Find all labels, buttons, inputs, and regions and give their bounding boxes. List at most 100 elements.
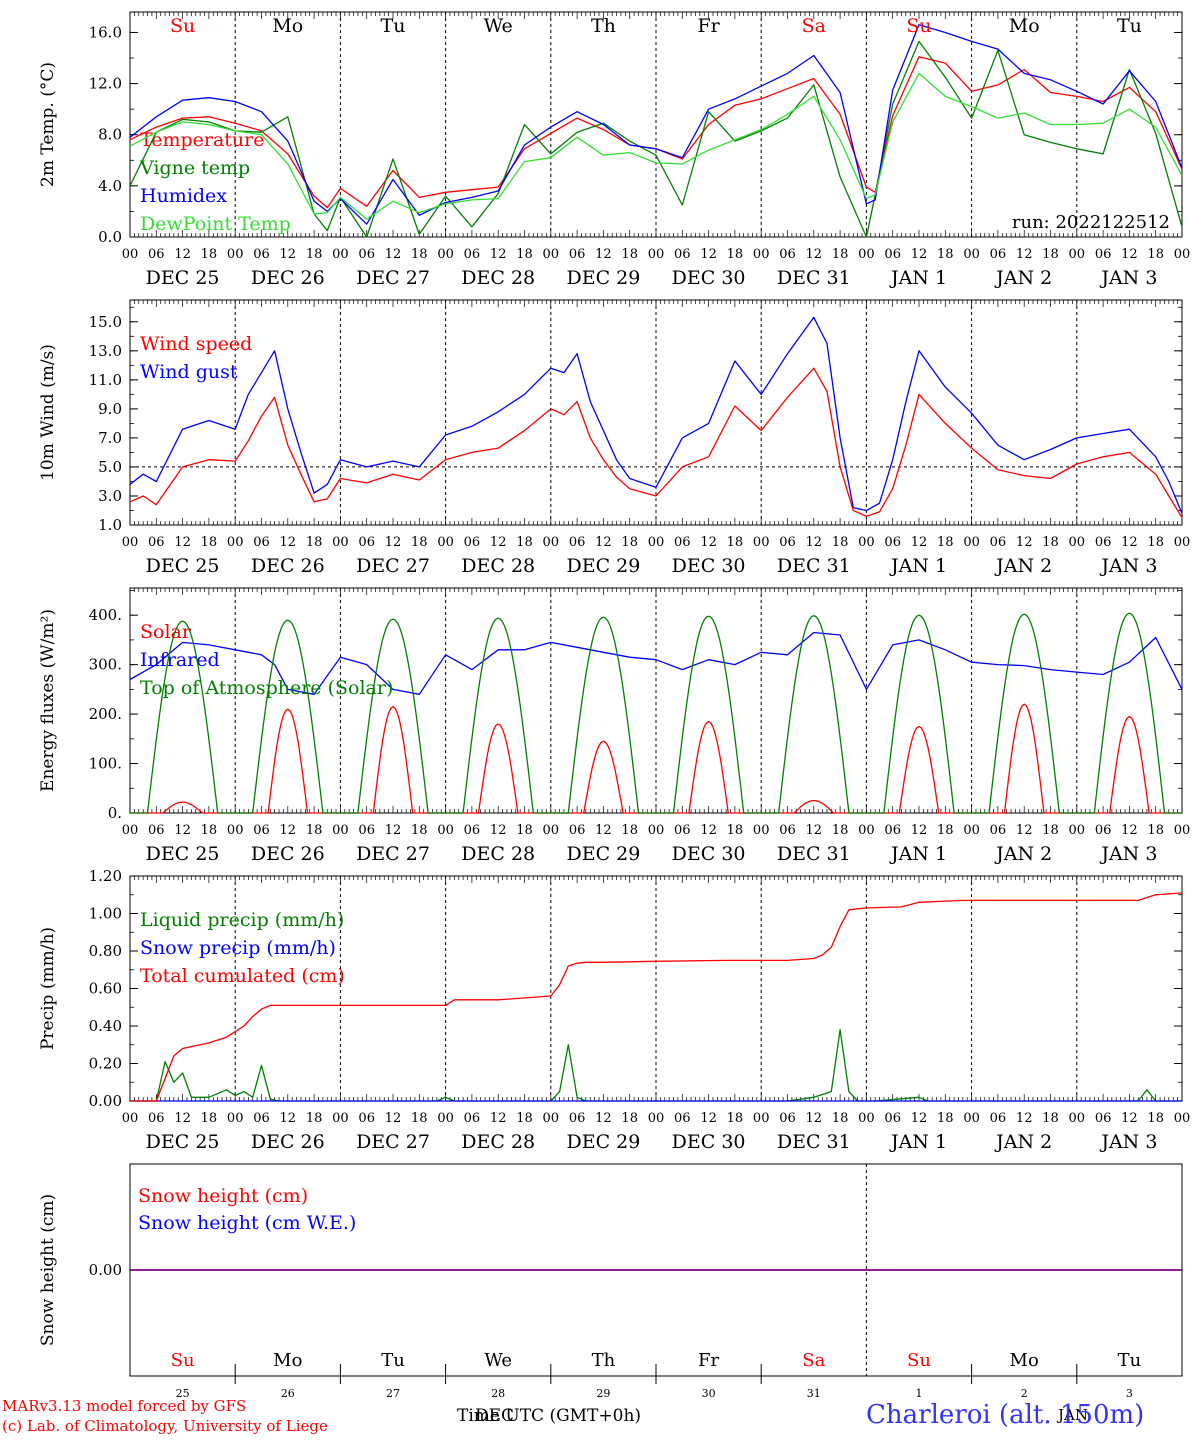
x-axis-month-overlay-jan: JAN	[1058, 1406, 1088, 1424]
hour-label: 06	[884, 823, 901, 838]
hour-label: 06	[779, 247, 796, 262]
panel-precip: 0.00 0.20 0.40 0.60 0.80 1.00 1.20 Precip (mm/h…	[38, 867, 1190, 1153]
weekday-label: Fr	[697, 15, 720, 37]
hour-label: 18	[516, 535, 533, 550]
date-label: JAN 3	[1099, 555, 1157, 577]
date-label: DEC 30	[672, 267, 746, 289]
hour-label: 00	[122, 1111, 139, 1126]
hour-label: 18	[1147, 247, 1164, 262]
date-label: JAN 3	[1099, 267, 1157, 289]
hour-label: 00	[332, 247, 349, 262]
date-label: DEC 30	[672, 555, 746, 577]
hour-label: 12	[174, 823, 191, 838]
date-label: JAN 2	[994, 267, 1052, 289]
hour-label: 12	[490, 823, 507, 838]
day-number-label: 26	[281, 1387, 295, 1400]
hour-label: 12	[1121, 1111, 1138, 1126]
day-number-label: 1	[916, 1387, 923, 1400]
hour-label: 06	[884, 247, 901, 262]
date-label: DEC 28	[461, 1131, 535, 1153]
hour-label: 18	[306, 247, 323, 262]
hour-label: 06	[148, 1111, 165, 1126]
legend-entry: Vigne temp	[139, 157, 250, 179]
hour-label: 18	[937, 1111, 954, 1126]
hour-label: 00	[1069, 247, 1086, 262]
hour-label: 12	[1121, 823, 1138, 838]
weekday-label: Tu	[381, 1350, 405, 1371]
hour-label: 18	[727, 535, 744, 550]
hour-label: 18	[1042, 535, 1059, 550]
model-line: MARv3.13 model forced by GFS	[2, 1397, 247, 1415]
hour-label: 12	[490, 535, 507, 550]
hour-label: 00	[437, 1111, 454, 1126]
hour-label: 06	[358, 1111, 375, 1126]
hour-label: 12	[490, 247, 507, 262]
hour-label: 00	[1069, 535, 1086, 550]
hour-label: 06	[569, 1111, 586, 1126]
hour-label: 06	[464, 247, 481, 262]
hour-label: 06	[884, 1111, 901, 1126]
hour-label: 12	[911, 535, 928, 550]
y-tick-label: 1.0	[98, 516, 122, 534]
y-tick-label: 9.0	[98, 400, 122, 418]
hour-label: 12	[1121, 247, 1138, 262]
y-axis-label: Snow height (cm)	[38, 1194, 58, 1346]
weekday-label: Mo	[273, 1350, 302, 1371]
weekday-label: Fr	[698, 1350, 719, 1371]
hour-label: 12	[280, 247, 297, 262]
y-tick-label: 3.0	[98, 487, 122, 505]
weekday-label: Th	[592, 1350, 616, 1371]
hour-label: 18	[727, 1111, 744, 1126]
hour-label: 00	[227, 247, 244, 262]
hour-label: 00	[543, 247, 560, 262]
x-axis-month-overlay: DEC	[475, 1406, 515, 1426]
date-label: DEC 29	[566, 267, 640, 289]
hour-label: 12	[806, 823, 823, 838]
hour-label: 18	[1147, 1111, 1164, 1126]
hour-label: 12	[700, 247, 717, 262]
hour-label: 12	[1016, 823, 1033, 838]
hour-label: 12	[385, 823, 402, 838]
legend-entry: Liquid precip (mm/h)	[140, 909, 344, 931]
hour-label: 06	[1095, 247, 1112, 262]
legend-entry: Snow height (cm W.E.)	[138, 1212, 356, 1234]
hour-label: 06	[990, 1111, 1007, 1126]
hour-label: 00	[1174, 1111, 1191, 1126]
hour-label: 00	[648, 247, 665, 262]
hour-label: 18	[621, 247, 638, 262]
plot-frame	[129, 299, 1183, 526]
hour-label: 06	[779, 535, 796, 550]
hour-label: 06	[358, 823, 375, 838]
weekday-label: Th	[591, 15, 616, 37]
hour-label: 00	[227, 1111, 244, 1126]
day-number-label: 30	[702, 1387, 716, 1400]
hour-label: 18	[306, 823, 323, 838]
hour-label: 00	[963, 823, 980, 838]
hour-label: 18	[516, 1111, 533, 1126]
y-tick-label: 16.0	[89, 23, 122, 41]
hour-label: 18	[937, 823, 954, 838]
run-annotation: run: 2022122512	[1012, 212, 1170, 233]
date-label: DEC 26	[251, 843, 325, 865]
series-line	[129, 316, 1183, 514]
hour-label: 06	[569, 247, 586, 262]
hour-label: 00	[332, 535, 349, 550]
hour-label: 12	[1121, 535, 1138, 550]
weekday-label: Sa	[802, 1350, 825, 1371]
model-credit: MARv3.13 model forced by GFS (c) Lab. of…	[2, 1396, 328, 1436]
hour-label: 12	[806, 247, 823, 262]
hour-label: 06	[884, 535, 901, 550]
date-label: DEC 25	[146, 1131, 220, 1153]
hour-label: 12	[174, 1111, 191, 1126]
date-label: DEC 29	[566, 843, 640, 865]
y-tick-label: 12.0	[89, 75, 122, 93]
date-label: JAN 3	[1099, 1131, 1157, 1153]
legend-entry: Snow precip (mm/h)	[140, 937, 336, 959]
y-tick-label: 0.40	[89, 1017, 122, 1035]
date-label: DEC 28	[461, 555, 535, 577]
hour-label: 00	[122, 247, 139, 262]
legend-entry: Infrared	[140, 649, 220, 671]
hour-label: 00	[858, 247, 875, 262]
panel-snow: 0.00 Snow height (cm) Snow height (cm) Snow…	[38, 1163, 1183, 1400]
hour-label: 18	[1042, 247, 1059, 262]
